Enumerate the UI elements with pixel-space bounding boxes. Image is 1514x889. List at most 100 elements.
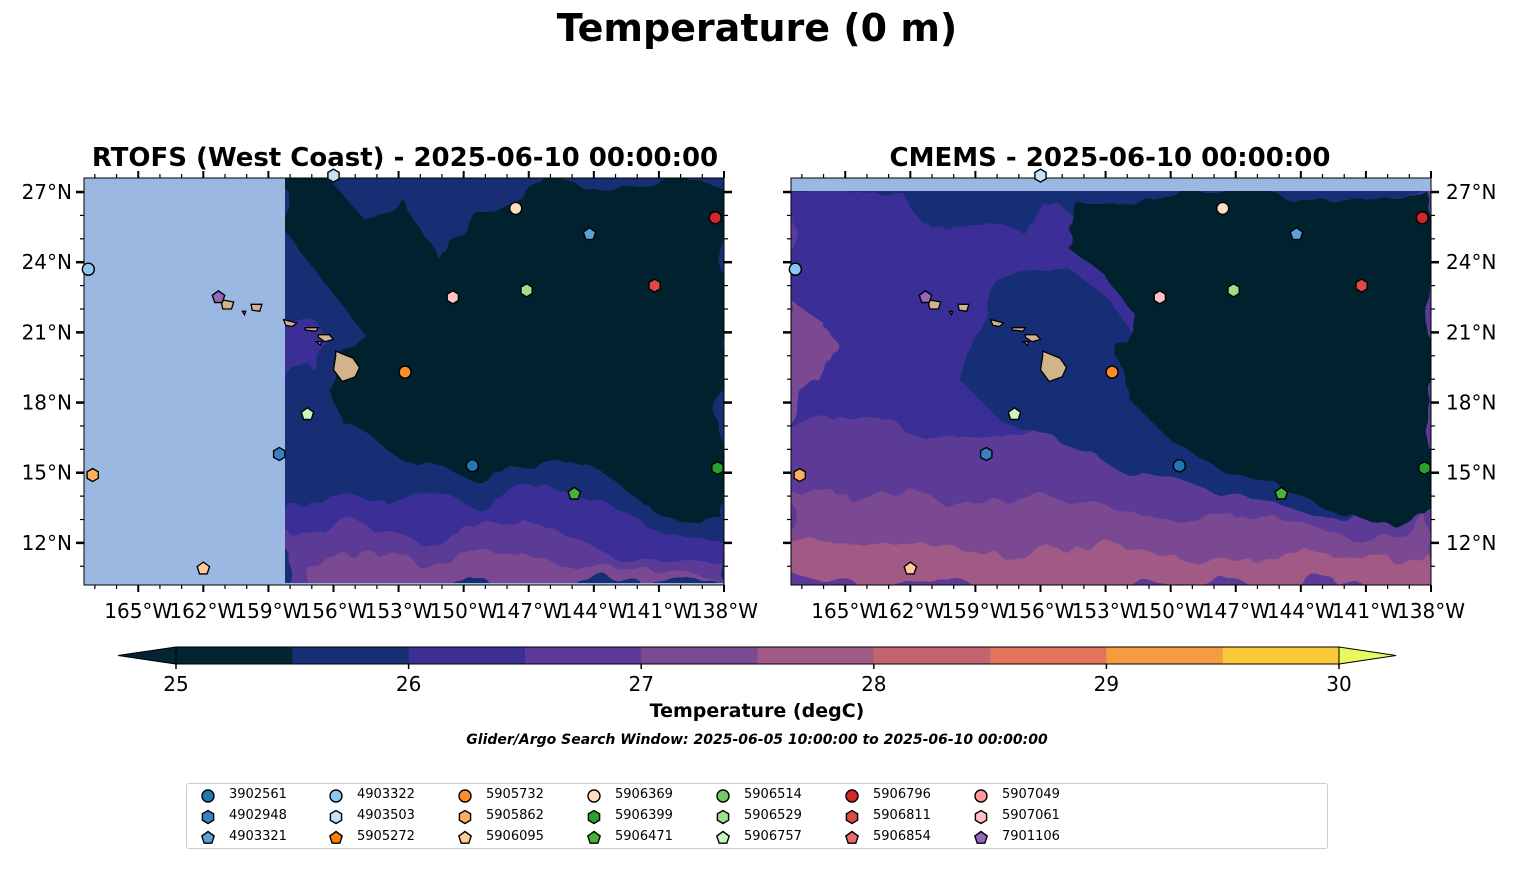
lon-tick-label: 141°W <box>1332 599 1400 623</box>
legend: 3902561 4902948 4903321 4903322 4903503 59052… <box>186 783 1328 849</box>
masked-region <box>791 178 1431 191</box>
temperature-field-cmems <box>791 178 1431 585</box>
legend-marker-5906529 <box>716 809 730 825</box>
legend-label: 3902561 <box>229 787 287 802</box>
lon-tick-label: 153°W <box>1072 599 1140 623</box>
legend-label: 5907061 <box>1002 808 1060 823</box>
lon-tick-label: 165°W <box>104 599 172 623</box>
float-marker-5905732 <box>398 365 412 379</box>
legend-marker-3902561 <box>201 789 215 803</box>
island <box>1024 334 1042 343</box>
lon-tick-label: 144°W <box>560 599 628 623</box>
lat-tick-label: 24°N <box>22 250 72 274</box>
island <box>332 350 361 383</box>
legend-label: 5906529 <box>744 808 802 823</box>
legend-label: 5906757 <box>744 829 802 844</box>
island <box>957 303 970 313</box>
axes-frame <box>790 177 1432 586</box>
float-marker-4903322 <box>81 262 96 276</box>
lon-tick-label: 156°W <box>300 599 368 623</box>
legend-label: 5906514 <box>744 787 802 802</box>
float-marker-4903503 <box>1034 168 1047 183</box>
island <box>250 303 263 313</box>
lon-tick-label: 156°W <box>1007 599 1075 623</box>
legend-label: 5905732 <box>486 787 544 802</box>
float-marker-4903321 <box>582 226 597 241</box>
legend-marker-4903322 <box>329 789 343 803</box>
lat-tick-label: 27°N <box>22 180 72 204</box>
lon-tick-label: 153°W <box>365 599 433 623</box>
float-marker-5906369 <box>1216 201 1230 216</box>
float-marker-5906796 <box>1415 211 1430 225</box>
lat-tick-label: 24°N <box>1446 250 1496 274</box>
float-marker-4902948 <box>979 446 993 462</box>
island <box>1039 350 1068 383</box>
lon-tick-label: 165°W <box>811 599 879 623</box>
legend-marker-4903321 <box>200 830 216 844</box>
island <box>1011 327 1027 332</box>
float-marker-5906471 <box>567 486 582 500</box>
legend-marker-5906369 <box>587 789 601 803</box>
legend-marker-5906854 <box>844 830 860 844</box>
legend-marker-5906399 <box>587 809 601 825</box>
lon-tick-label: 138°W <box>690 599 758 623</box>
lat-tick-label: 21°N <box>1446 320 1496 344</box>
legend-marker-5906471 <box>586 830 602 844</box>
legend-label: 5906854 <box>873 829 931 844</box>
float-marker-5906757 <box>1007 406 1022 421</box>
lon-tick-label: 147°W <box>1202 599 1270 623</box>
island <box>948 310 954 317</box>
float-marker-4903322 <box>788 262 803 276</box>
lon-tick-label: 159°W <box>941 599 1009 623</box>
float-marker-5906811 <box>1355 278 1368 293</box>
float-marker-5905732 <box>1105 365 1119 379</box>
lon-tick-label: 162°W <box>876 599 944 623</box>
legend-label: 4903503 <box>357 808 415 823</box>
float-marker-5906796 <box>708 211 723 225</box>
panel-title-rtofs: RTOFS (West Coast) - 2025-06-10 00:00:00 <box>91 143 719 173</box>
island <box>926 298 942 310</box>
float-marker-4902948 <box>272 446 286 462</box>
legend-label: 7901106 <box>1002 829 1060 844</box>
float-marker-5906471 <box>1274 486 1289 500</box>
island <box>317 334 335 343</box>
island <box>241 310 247 317</box>
float-marker-5906095 <box>196 561 211 575</box>
float-marker-5906529 <box>1227 282 1240 298</box>
legend-label: 5905272 <box>357 829 415 844</box>
legend-label: 5907049 <box>1002 787 1060 802</box>
lat-tick-label: 15°N <box>22 461 72 485</box>
lat-tick-label: 18°N <box>22 391 72 415</box>
float-marker-3902561 <box>465 459 480 473</box>
land-hawaii-cmems <box>926 298 1068 383</box>
legend-label: 5906471 <box>615 829 673 844</box>
float-markers-cmems <box>788 168 1431 575</box>
legend-marker-5906095 <box>457 830 473 844</box>
lat-tick-label: 21°N <box>22 320 72 344</box>
float-marker-5907061 <box>1153 289 1167 305</box>
lon-tick-label: 159°W <box>234 599 302 623</box>
lon-tick-label: 144°W <box>1267 599 1335 623</box>
axis-ticks: 165°W162°W159°W156°W153°W150°W147°W144°W… <box>22 171 1496 623</box>
island <box>314 341 323 347</box>
float-marker-5906369 <box>509 201 523 216</box>
lon-tick-label: 150°W <box>430 599 498 623</box>
legend-marker-5906514 <box>716 789 730 803</box>
lon-tick-label: 162°W <box>169 599 237 623</box>
float-markers-rtofs <box>81 168 724 575</box>
float-marker-5906399 <box>1418 460 1431 476</box>
float-marker-5907061 <box>446 289 460 305</box>
panel-title-cmems: CMEMS - 2025-06-10 00:00:00 <box>889 143 1331 173</box>
float-marker-4903321 <box>1289 226 1304 241</box>
legend-marker-5906796 <box>845 789 859 803</box>
float-marker-5906095 <box>903 561 918 575</box>
lon-tick-label: 141°W <box>625 599 693 623</box>
colorbar-label: Temperature (degC) <box>649 700 865 722</box>
legend-marker-5905732 <box>458 789 472 803</box>
island <box>1021 341 1030 347</box>
island <box>219 298 235 310</box>
temperature-field-rtofs <box>285 178 724 585</box>
legend-marker-5906757 <box>715 830 731 844</box>
panel-rtofs <box>84 178 724 585</box>
